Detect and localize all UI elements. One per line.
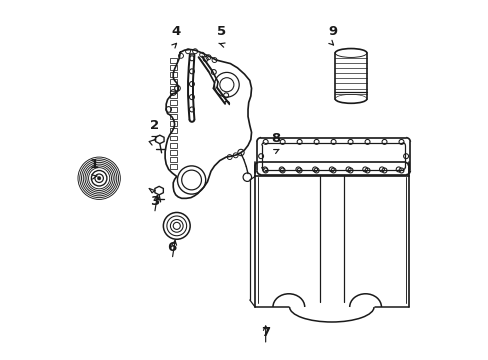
Text: 6: 6: [167, 240, 177, 253]
Bar: [169, 58, 176, 63]
Bar: [169, 107, 176, 112]
Text: 3: 3: [150, 195, 159, 208]
Bar: [169, 100, 176, 105]
Bar: [169, 129, 176, 134]
Text: 2: 2: [150, 119, 159, 132]
Bar: [169, 157, 176, 162]
Bar: [169, 65, 176, 70]
Bar: [169, 164, 176, 169]
Bar: [169, 93, 176, 98]
Text: 1: 1: [90, 158, 99, 171]
Text: 7: 7: [261, 326, 270, 339]
Bar: [169, 86, 176, 91]
Text: 4: 4: [171, 25, 180, 38]
Bar: [169, 121, 176, 126]
Bar: [169, 143, 176, 148]
Text: 9: 9: [327, 25, 337, 38]
Bar: [169, 72, 176, 77]
Text: 8: 8: [271, 132, 280, 145]
Bar: [169, 114, 176, 119]
Text: 5: 5: [217, 25, 225, 38]
Bar: [169, 150, 176, 154]
Bar: [169, 79, 176, 84]
Bar: [169, 136, 176, 140]
Circle shape: [97, 176, 101, 180]
